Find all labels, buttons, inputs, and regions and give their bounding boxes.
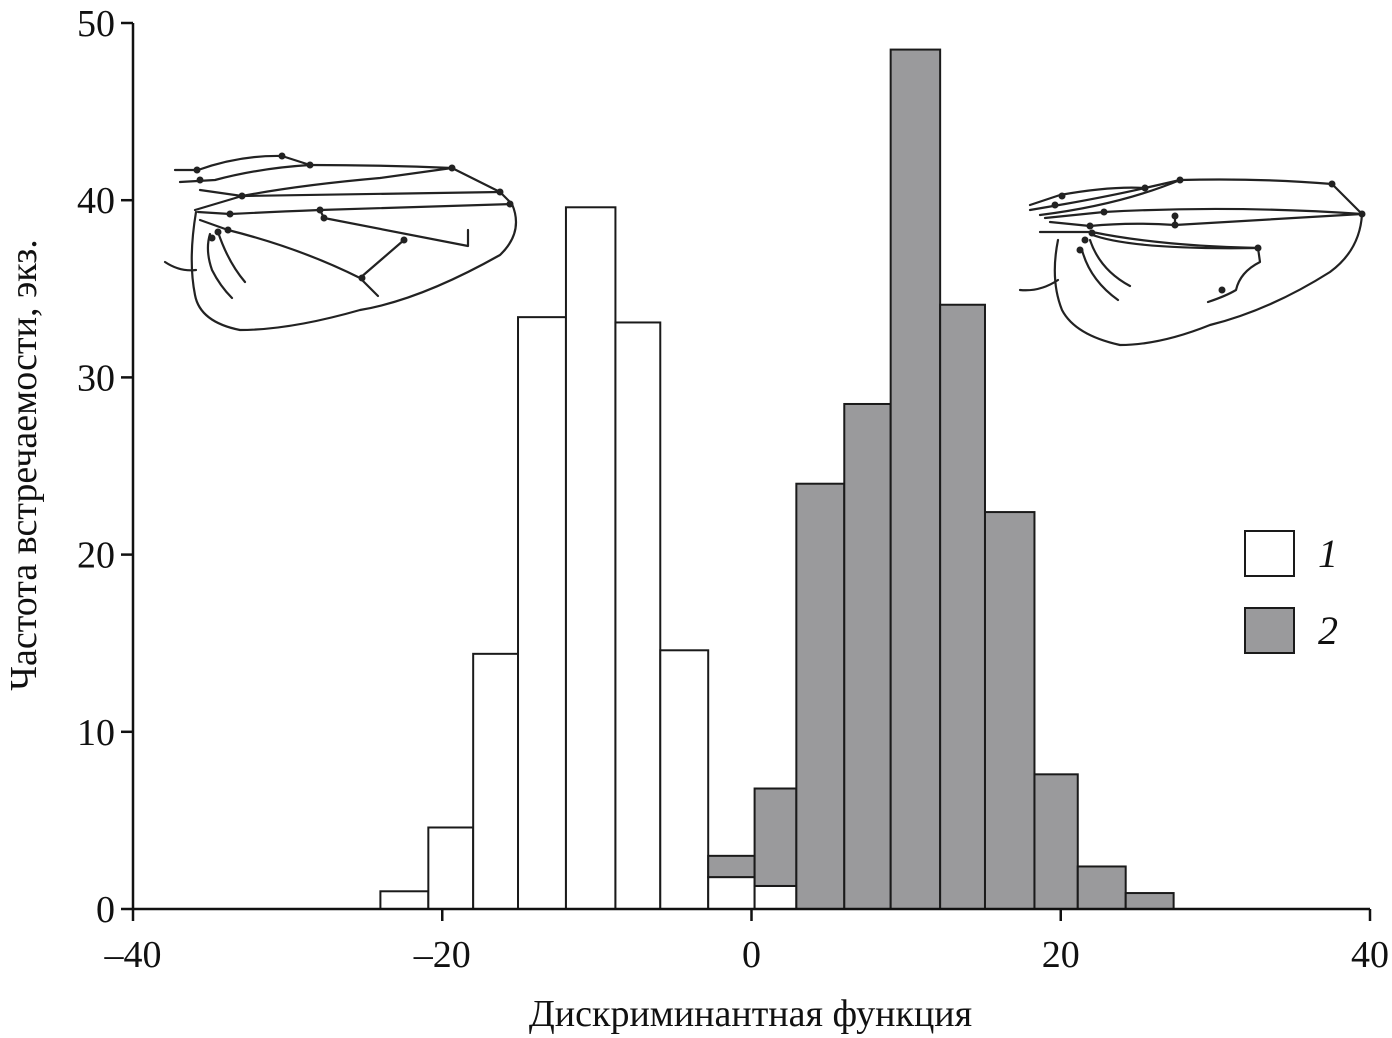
bar-series-2-bin-9	[1124, 892, 1175, 911]
bar-series-2-bin-5	[939, 303, 986, 910]
axes-layer: –40 –20 0 20 40 0 10 20 30 40 50 Дискриминантная фу…	[3, 3, 1389, 1035]
y-tick-label: 30	[77, 357, 115, 399]
bar-series-2-bin-4	[889, 48, 942, 910]
wing-drawing-right	[1018, 176, 1366, 347]
bar-series-1-bin-2	[472, 652, 520, 910]
bar-series-1-bin-1	[427, 826, 475, 910]
bar-series-2-bin-6	[983, 511, 1036, 911]
y-tick-label: 50	[77, 3, 115, 45]
bar-series-2-bin-0	[707, 854, 756, 879]
bar-series-1-bin-6	[659, 649, 710, 911]
bar-series-1-bin-0	[379, 890, 430, 911]
bars-layer	[379, 48, 1175, 911]
x-axis-title: Дискриминантная функция	[529, 993, 972, 1035]
wing-drawing-left	[163, 152, 518, 332]
legend-label-1: 1	[1318, 531, 1338, 576]
legend-swatch-2	[1244, 607, 1295, 654]
y-tick-label: 20	[77, 535, 115, 577]
legend-swatch-1	[1244, 530, 1295, 577]
bar-series-2-bin-2	[795, 482, 846, 910]
bar-series-2-bin-3	[843, 402, 892, 910]
y-tick-label: 0	[96, 889, 115, 931]
x-tick-label: 20	[1042, 934, 1080, 976]
legend-label-2: 2	[1318, 608, 1338, 653]
bar-series-2-bin-8	[1076, 865, 1127, 910]
y-tick-label: 10	[77, 712, 115, 754]
bar-series-1-bin-5	[614, 321, 662, 910]
y-tick-label: 40	[77, 180, 115, 222]
bar-series-1-bin-8	[753, 884, 798, 910]
x-tick-label: –40	[104, 934, 162, 976]
bar-series-2-bin-7	[1033, 773, 1079, 910]
bar-series-2-bin-1	[753, 787, 798, 887]
bar-series-1-bin-7	[707, 876, 756, 911]
x-tick-label: 40	[1351, 934, 1389, 976]
y-axis-title: Частота встречаемости, экз.	[3, 239, 45, 690]
bar-series-1-bin-4	[564, 206, 617, 910]
x-tick-label: –20	[413, 934, 471, 976]
x-tick-label: 0	[742, 934, 761, 976]
bar-series-1-bin-3	[517, 316, 567, 911]
legend: 12	[1244, 530, 1338, 654]
